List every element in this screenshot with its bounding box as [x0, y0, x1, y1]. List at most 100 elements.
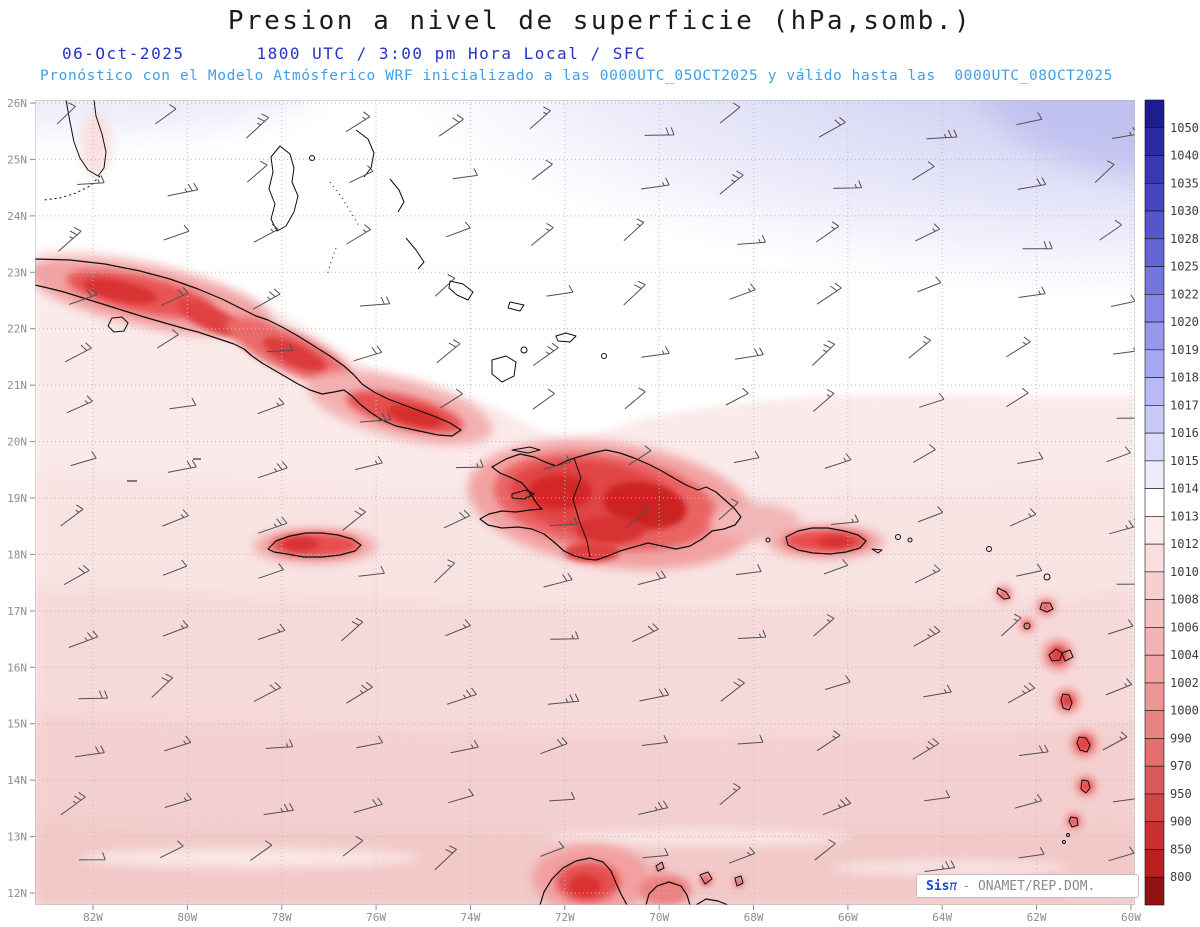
- wind-barb: [77, 175, 105, 185]
- wind-barb: [912, 738, 940, 760]
- wind-barb: [725, 387, 749, 406]
- colorbar-value: 800: [1170, 870, 1192, 884]
- datetime-line: 06-Oct-2025 1800 UTC / 3:00 pm Hora Loca…: [62, 44, 646, 63]
- wind-barb: [1116, 417, 1135, 419]
- wind-barb: [434, 274, 456, 297]
- wind-barb: [249, 840, 273, 862]
- colorbar-value: 1025: [1170, 260, 1199, 274]
- wind-barb: [161, 287, 189, 306]
- wind-barb: [155, 103, 177, 125]
- wind-barb: [737, 234, 766, 245]
- wind-barb: [159, 840, 184, 859]
- wind-barb: [353, 797, 383, 813]
- wind-barb: [258, 461, 288, 479]
- wind-barb: [78, 852, 106, 861]
- wind-barbs-layer: [56, 102, 1135, 872]
- wind-barb: [1022, 241, 1053, 250]
- wind-barb: [540, 840, 565, 857]
- wind-barb: [641, 346, 670, 358]
- wind-barb: [434, 845, 457, 871]
- wind-barb: [353, 345, 383, 362]
- lon-label: 70W: [649, 911, 669, 924]
- wind-barb: [355, 456, 383, 471]
- lat-label: 18N: [7, 548, 27, 561]
- colorbar-value: 1050: [1170, 121, 1199, 135]
- colorbar-value: 950: [1170, 787, 1192, 801]
- wind-barb: [529, 106, 551, 130]
- colorbar-value: 990: [1170, 731, 1192, 745]
- colorbar-cell: [1144, 460, 1165, 489]
- wind-barb: [733, 450, 760, 464]
- wind-barb: [57, 226, 82, 252]
- wind-barb: [452, 168, 478, 180]
- wind-barb: [265, 739, 294, 749]
- wind-barb: [813, 389, 835, 412]
- wind-barb: [1110, 294, 1135, 307]
- wind-barb: [719, 102, 741, 124]
- colorbar-value: 1013: [1170, 509, 1199, 523]
- florida-keys: [43, 175, 101, 201]
- wind-barb: [162, 620, 189, 637]
- colorbar-cell: [1144, 765, 1165, 795]
- wind-barb: [632, 623, 659, 643]
- wind-barb: [169, 397, 197, 410]
- lat-label: 12N: [7, 887, 27, 900]
- high-pressure-shading: [35, 100, 1135, 299]
- wind-barb: [60, 792, 86, 816]
- wind-barb: [917, 276, 942, 293]
- wind-barb: [253, 223, 279, 243]
- wind-barb: [641, 177, 670, 190]
- wind-barb: [1109, 518, 1135, 535]
- colorbar-cell: [1144, 294, 1165, 323]
- lon-label: 68W: [744, 911, 764, 924]
- colorbar-cell: [1144, 99, 1165, 129]
- lon-label: 74W: [461, 911, 481, 924]
- wind-barb: [1019, 744, 1049, 756]
- lat-label: 13N: [7, 831, 27, 844]
- colorbar-cell: [1144, 349, 1165, 378]
- wind-barb: [734, 347, 764, 360]
- colorbar-value: 970: [1170, 759, 1192, 773]
- wind-barb: [446, 221, 471, 238]
- wind-barb: [1017, 451, 1044, 464]
- wind-barb: [641, 735, 668, 746]
- wind-barb: [345, 111, 371, 133]
- colorbar: 1050 1040 1035 1030 1028 1025 1022 1020 1019 1018…: [1144, 99, 1199, 906]
- colorbar-value: 850: [1170, 842, 1192, 856]
- wind-barb: [68, 630, 99, 648]
- colorbar-cell: [1144, 377, 1165, 406]
- lon-label: 76W: [366, 911, 386, 924]
- colorbar-cell: [1144, 571, 1165, 600]
- wind-barb: [445, 619, 471, 637]
- wind-barb: [540, 737, 568, 755]
- colorbar-cell: [1144, 405, 1165, 434]
- wind-barb: [1105, 678, 1133, 696]
- wind-barb: [1102, 731, 1128, 751]
- page-title: Presion a nivel de superficie (hPa,somb.…: [227, 6, 973, 36]
- wind-barb: [926, 129, 958, 140]
- colorbar-value: 1004: [1170, 648, 1199, 662]
- wind-barb: [162, 559, 188, 576]
- wind-barb: [637, 570, 667, 586]
- wind-barb: [342, 507, 367, 531]
- wind-barb: [833, 180, 863, 189]
- axis-labels: 26N 25N 24N 23N 22N 21N 20N 19N 18N 17N 16N 15N 14N 1…: [7, 97, 1141, 924]
- lat-label: 15N: [7, 718, 27, 731]
- wind-barb: [1010, 508, 1037, 527]
- lat-label: 22N: [7, 323, 27, 336]
- colorbar-cell: [1144, 876, 1165, 906]
- colorbar-cell: [1144, 738, 1165, 767]
- wind-barb: [550, 631, 579, 640]
- colorbar-cell: [1144, 127, 1165, 156]
- wind-barb: [1106, 446, 1131, 463]
- wind-barb: [258, 563, 284, 579]
- lat-label: 25N: [7, 153, 27, 166]
- wind-barb: [263, 802, 294, 816]
- lon-label: 66W: [838, 911, 858, 924]
- colorbar-cell: [1144, 627, 1165, 656]
- colorbar-cell: [1144, 432, 1165, 462]
- colorbar-value: 1016: [1170, 426, 1199, 440]
- time-text: 1800 UTC / 3:00 pm Hora Local / SFC: [256, 44, 647, 63]
- colorbar-value: 1028: [1170, 232, 1199, 246]
